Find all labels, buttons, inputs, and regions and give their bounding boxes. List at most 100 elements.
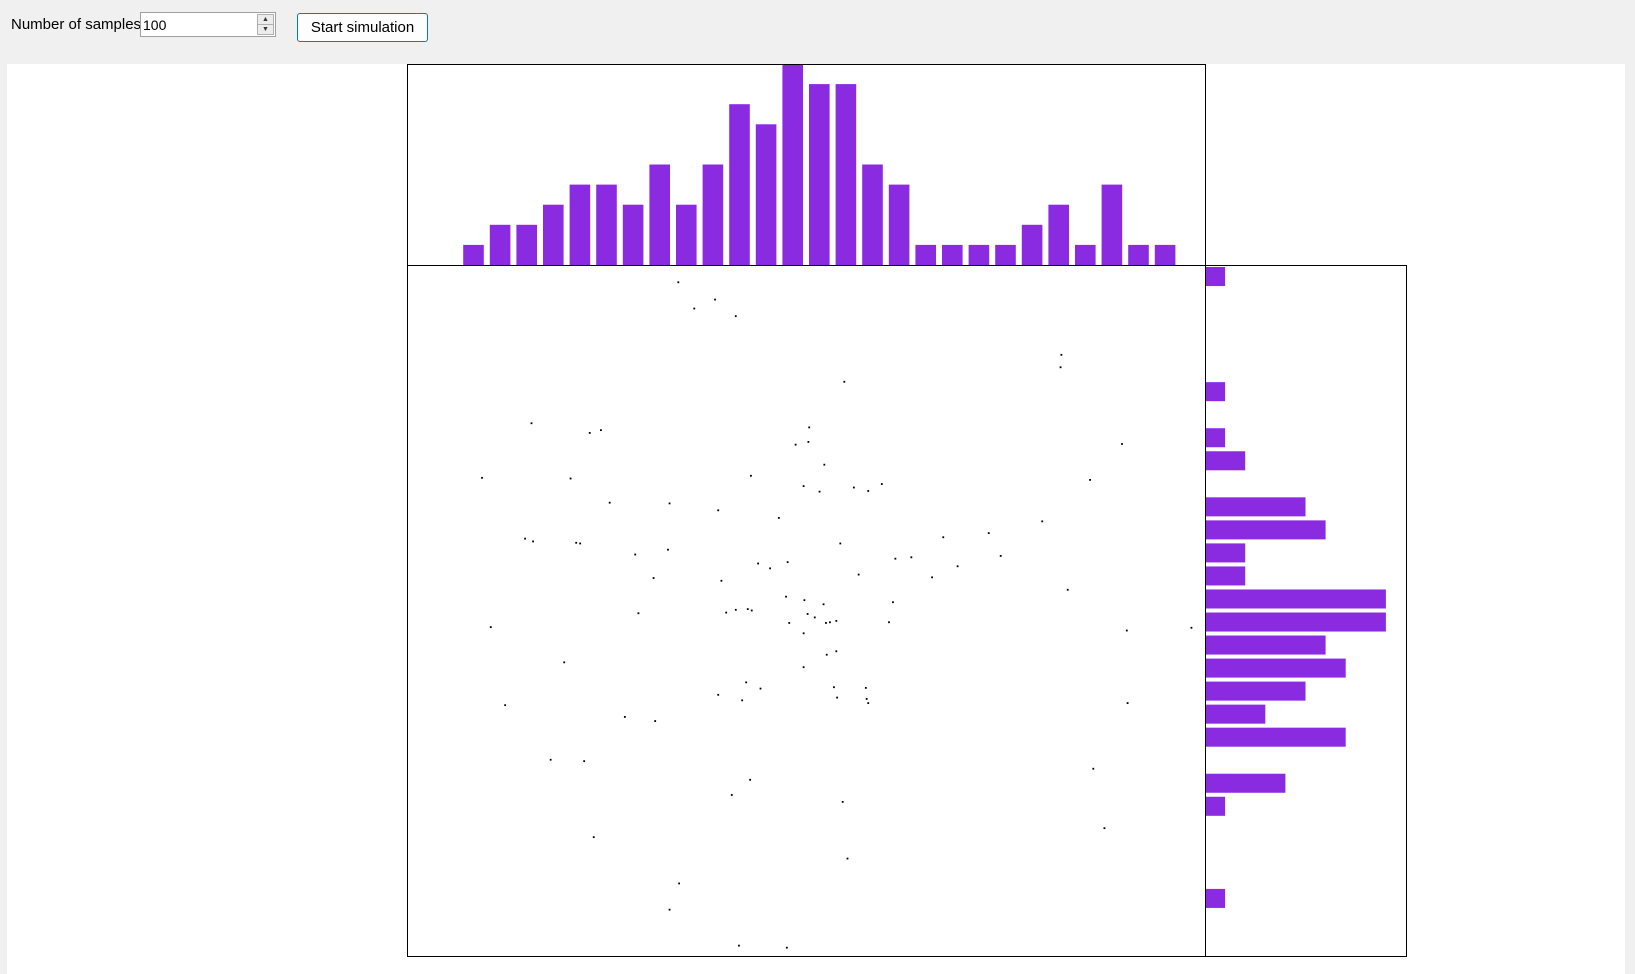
scatter-point	[746, 608, 749, 611]
x-histogram-bar	[1048, 204, 1069, 265]
y-histogram-bar	[1205, 428, 1226, 448]
scatter-point	[892, 601, 894, 604]
x-histogram-bar	[569, 184, 591, 265]
scatter-point	[818, 490, 821, 493]
x-histogram-bar	[543, 204, 564, 265]
scatter-point	[1092, 767, 1095, 770]
scatter-point	[741, 699, 744, 702]
x-histogram-bar	[809, 84, 830, 265]
scatter-point	[600, 429, 602, 432]
scatter-point	[720, 579, 723, 582]
scatter-point	[549, 758, 552, 761]
scatter-point	[852, 486, 855, 489]
scatter-point	[730, 794, 733, 796]
scatter-point	[910, 556, 913, 559]
scatter-point	[894, 557, 897, 560]
start-simulation-button[interactable]: Start simulation	[297, 13, 428, 42]
scatter-point	[841, 801, 844, 803]
scatter-point	[888, 621, 890, 624]
scatter-point	[530, 422, 533, 425]
scatter-point	[738, 944, 740, 947]
scatter-point	[717, 509, 720, 512]
y-histogram-bar	[1205, 612, 1386, 632]
scatter-point	[802, 485, 805, 488]
scatter-point	[857, 573, 860, 576]
scatter-point	[794, 443, 797, 446]
scatter-point	[1089, 479, 1091, 481]
scatter-point	[757, 562, 760, 565]
scatter-point	[725, 611, 728, 614]
scatter-point	[1059, 366, 1062, 369]
x-histogram-bar	[755, 124, 777, 265]
x-histogram-bar	[676, 204, 697, 265]
scatter-point	[652, 577, 655, 579]
scatter-point	[825, 653, 828, 656]
y-histogram-bar	[1205, 704, 1266, 724]
scatter-point	[745, 681, 748, 684]
x-histogram-bar	[862, 164, 883, 265]
scatter-point	[942, 536, 945, 539]
scatter-point	[750, 609, 753, 612]
scatter-point	[786, 561, 789, 564]
toolbar: Number of samples ▲ ▼ Start simulation	[0, 0, 1635, 64]
scatter-point	[835, 619, 838, 622]
scatter-point	[931, 576, 933, 579]
x-histogram-bar	[702, 164, 724, 265]
x-histogram-bar	[835, 84, 857, 265]
scatter-point	[867, 702, 870, 704]
x-histogram-bar	[729, 104, 750, 265]
y-histogram-bar	[1205, 773, 1286, 793]
x-histogram-bar	[1128, 244, 1149, 265]
scatter-point	[693, 307, 696, 310]
scatter-point	[785, 595, 787, 598]
y-histogram-bar	[1205, 888, 1226, 908]
scatter-point	[865, 698, 868, 700]
arrow-down-icon[interactable]: ▼	[257, 24, 274, 35]
y-histogram-bar	[1205, 635, 1326, 655]
scatter-point	[1060, 353, 1063, 356]
scatter-point	[829, 621, 831, 624]
scatter-point	[569, 477, 572, 480]
scatter-point	[867, 490, 870, 492]
scatter-point	[846, 857, 849, 860]
y-histogram-bar	[1205, 382, 1226, 402]
y-histogram-bar	[1205, 658, 1346, 678]
scatter-point	[608, 501, 611, 504]
scatter-point	[504, 704, 507, 707]
scatter-point	[777, 517, 780, 519]
scatter-frame	[407, 265, 1206, 957]
x-histogram-bar	[782, 64, 803, 265]
scatter-point	[489, 626, 492, 628]
x-histogram-bar	[622, 204, 644, 265]
samples-input[interactable]	[143, 14, 253, 35]
scatter-point	[822, 603, 825, 606]
scatter-point	[1066, 588, 1069, 591]
scatter-point	[714, 298, 716, 301]
scatter-point	[750, 474, 752, 477]
scatter-point	[1190, 626, 1193, 629]
scatter-point	[864, 686, 867, 689]
x-histogram-bar	[596, 184, 617, 265]
x-histogram-bar	[915, 244, 936, 265]
y-histogram-bar	[1205, 267, 1226, 287]
x-histogram-bar	[1075, 244, 1096, 265]
scatter-point	[749, 778, 752, 781]
samples-spinbox[interactable]: ▲ ▼	[140, 12, 276, 37]
x-histogram-bar	[516, 224, 537, 265]
scatter-point	[759, 687, 762, 690]
scatter-point	[999, 555, 1002, 557]
scatter-point	[583, 760, 586, 763]
scatter-point	[956, 565, 959, 568]
scatter-point	[654, 720, 657, 722]
scatter-point	[668, 908, 671, 911]
scatter-point	[1041, 520, 1044, 523]
scatter-point	[802, 666, 805, 669]
scatter-point	[637, 612, 640, 615]
y-histogram-bar	[1205, 566, 1246, 586]
scatter-point	[1125, 629, 1128, 632]
scatter-point	[808, 426, 811, 429]
y-histogram-bar	[1205, 543, 1246, 563]
x-histogram-bar	[888, 184, 910, 265]
scatter-point	[677, 281, 680, 284]
scatter-point	[785, 946, 788, 949]
